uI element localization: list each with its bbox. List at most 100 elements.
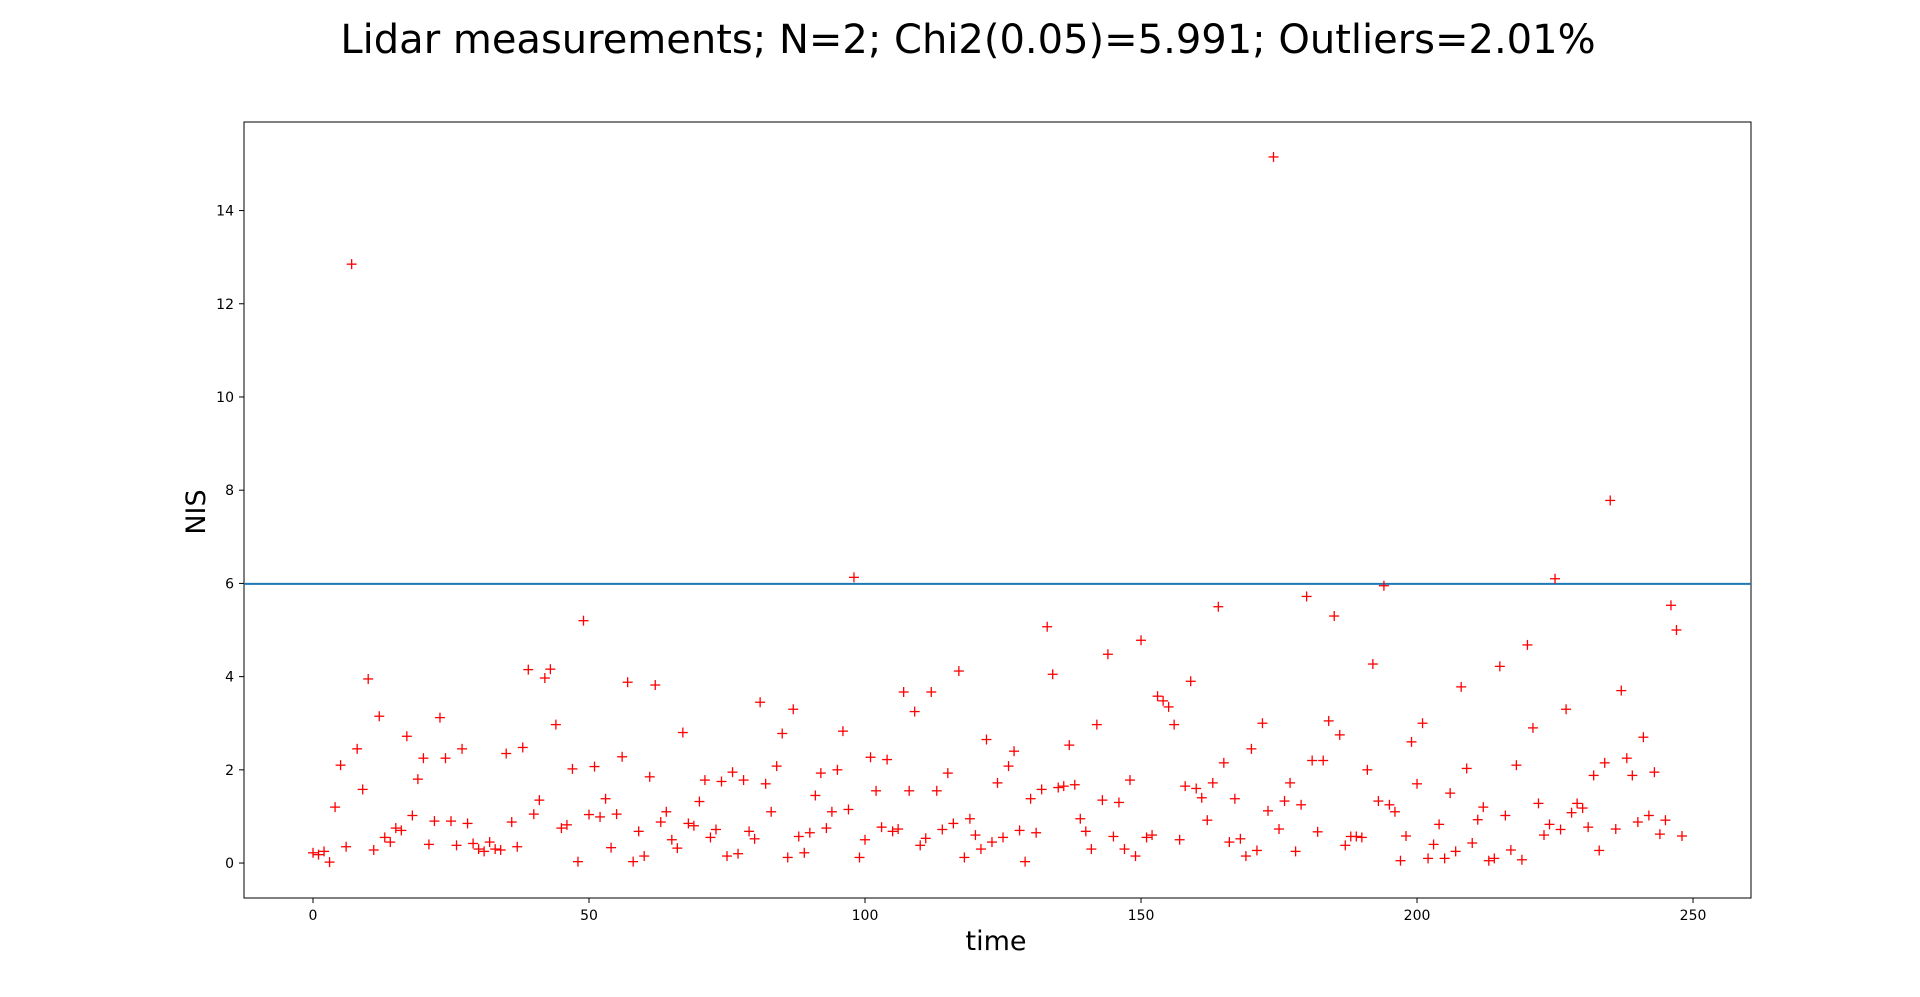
data-point: [1605, 495, 1616, 506]
data-point: [749, 833, 760, 844]
data-point: [1064, 740, 1075, 751]
y-tick-label: 12: [216, 297, 234, 313]
data-point: [539, 673, 550, 684]
data-point: [1561, 704, 1572, 715]
data-point: [368, 844, 379, 855]
data-point: [584, 809, 595, 820]
data-point: [1456, 681, 1467, 692]
data-point: [815, 768, 826, 779]
data-point: [1428, 839, 1439, 850]
data-point: [457, 743, 468, 754]
data-point: [501, 748, 512, 759]
data-point: [479, 846, 490, 857]
data-point: [705, 832, 716, 843]
data-point: [1097, 795, 1108, 806]
data-point: [1572, 798, 1583, 809]
data-point: [484, 837, 495, 848]
data-point: [843, 804, 854, 815]
data-point: [1031, 827, 1042, 838]
data-point: [1312, 826, 1323, 837]
data-point: [352, 743, 363, 754]
data-point: [799, 847, 810, 858]
y-tick-label: 8: [225, 483, 234, 499]
data-point: [975, 844, 986, 855]
data-point: [578, 615, 589, 626]
data-point: [1207, 777, 1218, 788]
data-point: [528, 809, 539, 820]
data-point: [517, 742, 528, 753]
data-point: [1102, 649, 1113, 660]
data-point: [793, 831, 804, 842]
data-point: [1505, 844, 1516, 855]
data-point: [1075, 813, 1086, 824]
data-point: [882, 754, 893, 765]
data-point: [1014, 825, 1025, 836]
data-point: [722, 851, 733, 862]
data-point: [1141, 832, 1152, 843]
data-point: [1091, 719, 1102, 730]
data-point: [412, 774, 423, 785]
data-point: [1042, 621, 1053, 632]
data-point: [1113, 797, 1124, 808]
data-point: [716, 776, 727, 787]
y-tick-label: 4: [225, 670, 234, 686]
data-point: [379, 832, 390, 843]
data-point: [931, 785, 942, 796]
data-point: [677, 727, 688, 738]
plot-area-frame: [243, 121, 1752, 899]
data-point: [1257, 718, 1268, 729]
data-point: [1147, 830, 1158, 841]
data-point: [1599, 757, 1610, 768]
data-point: [688, 820, 699, 831]
data-point: [1036, 784, 1047, 795]
data-point: [1191, 783, 1202, 794]
data-point: [948, 818, 959, 829]
data-point: [683, 818, 694, 829]
data-point: [1174, 834, 1185, 845]
data-point: [909, 706, 920, 717]
data-point: [1632, 817, 1643, 828]
data-point: [1467, 838, 1478, 849]
data-point: [1213, 601, 1224, 612]
data-point: [733, 848, 744, 859]
data-point: [970, 830, 981, 841]
data-point: [1251, 845, 1262, 856]
data-point: [738, 775, 749, 786]
data-point: [650, 680, 661, 691]
data-point: [363, 673, 374, 684]
data-point: [1445, 788, 1456, 799]
data-point: [1108, 831, 1119, 842]
data-point: [666, 834, 677, 845]
data-point: [1660, 815, 1671, 826]
data-point: [1389, 806, 1400, 817]
data-point: [1665, 600, 1676, 611]
data-point: [1450, 846, 1461, 857]
data-point: [727, 767, 738, 778]
data-point: [1616, 685, 1627, 696]
data-point: [1351, 831, 1362, 842]
data-point: [782, 852, 793, 863]
x-tick-label: 50: [580, 908, 598, 924]
data-point: [771, 761, 782, 772]
data-point: [694, 796, 705, 807]
data-point: [953, 666, 964, 677]
data-point: [1577, 803, 1588, 814]
data-point: [451, 840, 462, 851]
data-point: [1301, 591, 1312, 602]
data-point: [755, 697, 766, 708]
data-point: [1538, 830, 1549, 841]
data-point: [810, 790, 821, 801]
data-point: [942, 768, 953, 779]
data-point: [1329, 611, 1340, 622]
data-point: [490, 844, 501, 855]
y-axis: 0 2 4 6 8 10 12 14: [216, 204, 244, 872]
data-point: [986, 837, 997, 848]
data-point: [1439, 853, 1450, 864]
data-point: [1218, 757, 1229, 768]
y-tick-label: 2: [225, 763, 234, 779]
data-point: [473, 844, 484, 855]
x-tick-label: 250: [1680, 908, 1707, 924]
data-point: [534, 795, 545, 806]
data-point: [887, 826, 898, 837]
